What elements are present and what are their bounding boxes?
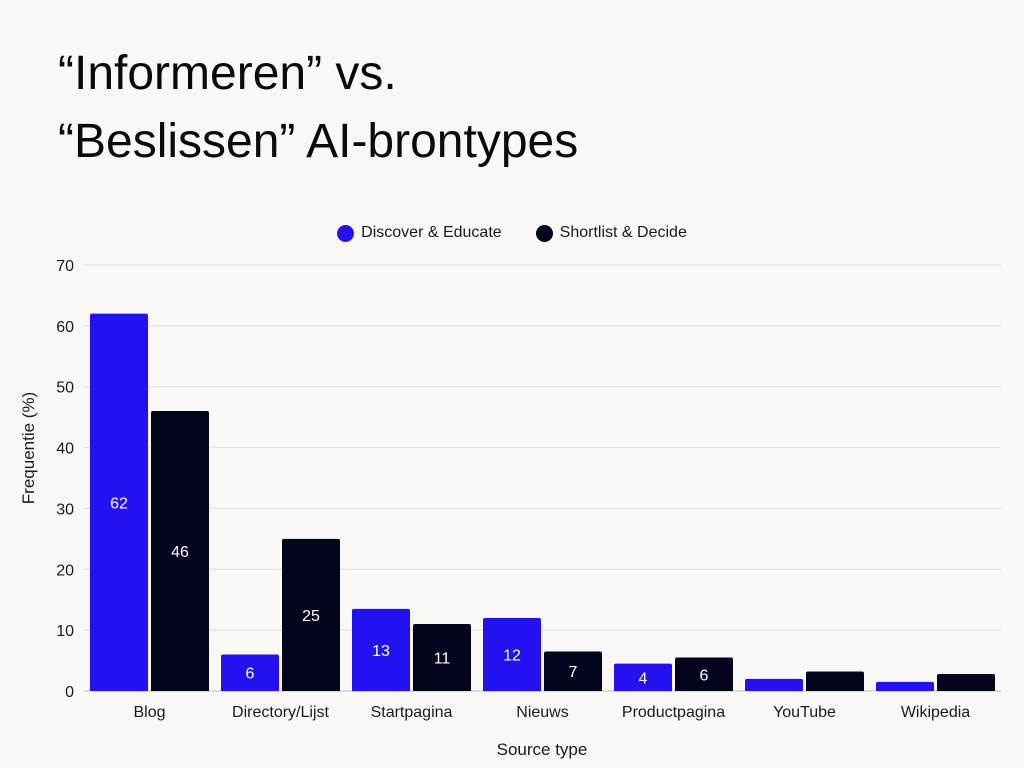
x-tick-5: YouTube <box>773 704 836 721</box>
chart-title-line-2: “Beslissen” AI-brontypes <box>58 115 579 168</box>
data-label-discover-4: 4 <box>639 670 648 687</box>
x-tick-2: Startpagina <box>371 704 453 721</box>
bar-shortlist-0 <box>151 411 209 691</box>
chart-legend: Discover & Educate Shortlist & Decide <box>0 224 1024 242</box>
chart-gridlines <box>84 264 1001 692</box>
bar-discover-0 <box>90 313 148 691</box>
x-tick-4: Productpagina <box>622 704 725 721</box>
bar-discover-5 <box>745 678 803 691</box>
bar-discover-4 <box>614 663 672 691</box>
legend-item-shortlist: Shortlist & Decide <box>535 224 687 242</box>
bar-shortlist-2 <box>413 624 471 691</box>
x-tick-0: Blog <box>133 704 165 721</box>
data-label-shortlist-2: 11 <box>434 651 451 668</box>
y-tick-10: 10 <box>56 623 74 640</box>
legend-swatch-discover <box>337 224 355 242</box>
data-label-shortlist-1: 25 <box>302 608 320 625</box>
bar-discover-1 <box>221 654 279 691</box>
x-tick-3: Nieuws <box>516 704 568 721</box>
x-tick-1: Directory/Lijst <box>232 704 329 721</box>
bar-discover-6 <box>876 681 934 691</box>
y-tick-50: 50 <box>56 380 74 397</box>
y-tick-60: 60 <box>56 319 74 336</box>
bar-shortlist-4 <box>675 657 733 691</box>
data-label-shortlist-4: 6 <box>700 667 709 684</box>
legend-swatch-shortlist <box>535 224 553 242</box>
bar-shortlist-1 <box>282 538 340 691</box>
y-tick-20: 20 <box>56 562 74 579</box>
y-tick-40: 40 <box>56 441 74 458</box>
legend-item-discover: Discover & Educate <box>337 224 502 242</box>
chart-title: “Informeren” vs. “Beslissen” AI-brontype… <box>58 40 578 176</box>
x-axis-ticks: Blog Directory/Lijst Startpagina Nieuws Prod… <box>133 704 970 721</box>
data-label-shortlist-0: 46 <box>171 544 189 561</box>
data-label-discover-3: 12 <box>503 647 521 664</box>
x-axis-title: Source type <box>497 740 588 759</box>
y-axis-title: Frequentie (%) <box>19 392 38 504</box>
y-tick-0: 0 <box>65 684 74 701</box>
x-tick-6: Wikipedia <box>901 704 970 721</box>
y-tick-30: 30 <box>56 501 74 518</box>
chart-title-line-1: “Informeren” vs. <box>58 47 397 100</box>
data-label-discover-2: 13 <box>372 643 390 660</box>
legend-label-shortlist: Shortlist & Decide <box>559 224 687 241</box>
data-label-shortlist-3: 7 <box>569 664 578 681</box>
y-axis-ticks: 0 10 20 30 40 50 60 70 <box>56 258 74 701</box>
bar-shortlist-5 <box>806 671 864 691</box>
y-tick-70: 70 <box>56 258 74 275</box>
bar-shortlist-3 <box>544 651 602 691</box>
data-label-discover-0: 62 <box>110 495 128 512</box>
data-label-discover-1: 6 <box>246 666 255 683</box>
bar-discover-3 <box>483 617 541 691</box>
legend-label-discover: Discover & Educate <box>361 224 502 241</box>
bar-shortlist-6 <box>937 673 995 691</box>
bar-discover-2 <box>352 608 410 691</box>
